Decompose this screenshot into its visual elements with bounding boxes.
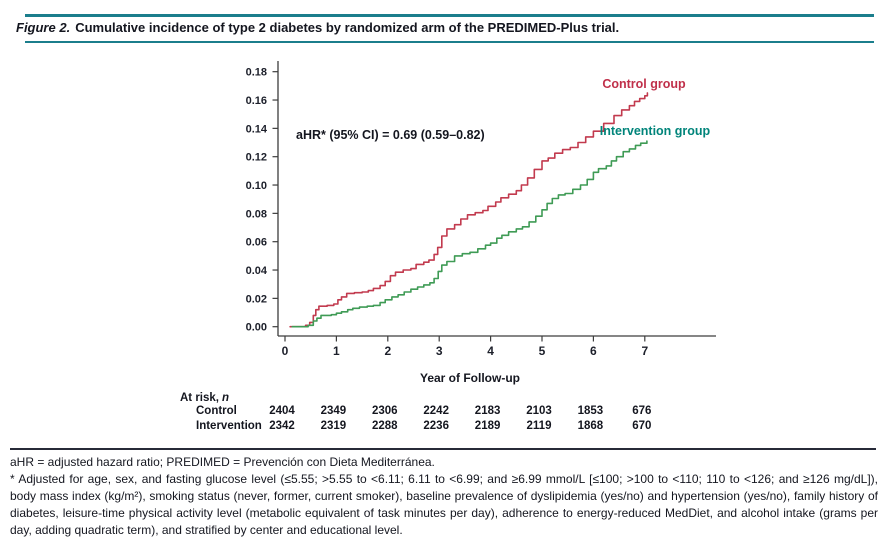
x-tick-label: 0 (282, 344, 289, 358)
x-tick-label: 6 (590, 344, 597, 358)
x-tick-label: 3 (436, 344, 443, 358)
at-risk-header: At risk, n (180, 392, 229, 404)
risk-cell: 1853 (577, 405, 604, 417)
risk-cell: 2103 (526, 405, 552, 417)
risk-cell: 2319 (320, 420, 347, 432)
footer-rule (10, 448, 876, 450)
risk-cell: 2342 (269, 420, 295, 432)
y-tick-label: 0.06 (246, 237, 267, 249)
y-tick-label: 0.16 (246, 95, 267, 107)
y-tick-label: 0.00 (246, 322, 267, 334)
x-tick-label: 7 (641, 344, 648, 358)
x-tick-label: 4 (487, 344, 494, 358)
figure-label: Figure 2. (16, 20, 71, 35)
figure-title: Figure 2. Cumulative incidence of type 2 … (16, 20, 619, 35)
title-top-rule (25, 14, 874, 17)
y-tick-label: 0.12 (246, 152, 267, 164)
risk-row-label-intervention: Intervention (196, 420, 262, 432)
risk-cell: 2236 (423, 420, 449, 432)
x-tick-label: 1 (333, 344, 340, 358)
footnote-abbreviations: aHR = adjusted hazard ratio; PREDIMED = … (10, 455, 435, 469)
risk-cell: 1868 (577, 420, 604, 432)
x-tick-label: 5 (539, 344, 546, 358)
y-tick-label: 0.02 (246, 293, 267, 305)
risk-cell: 2404 (269, 405, 295, 417)
control-group-curve (289, 92, 649, 328)
risk-row-label-control: Control (196, 405, 237, 417)
risk-cell: 2242 (423, 405, 449, 417)
footnote-adjustment: * Adjusted for age, sex, and fasting glu… (10, 472, 878, 537)
x-tick-label: 2 (384, 344, 391, 358)
y-tick-label: 0.04 (246, 265, 268, 277)
risk-cell: 2189 (474, 420, 501, 432)
control-group-label: Control group (602, 77, 686, 91)
at-risk-header-n: n (222, 392, 230, 404)
y-tick-label: 0.18 (246, 67, 267, 79)
title-bottom-rule (25, 41, 874, 43)
risk-cell: 2349 (320, 405, 347, 417)
risk-cell: 2119 (526, 420, 552, 432)
at-risk-header-text: At risk, (180, 392, 219, 404)
y-tick-label: 0.10 (246, 180, 267, 192)
risk-cell: 2183 (474, 405, 501, 417)
ahr-annotation: aHR* (95% CI) = 0.69 (0.59–0.82) (296, 128, 485, 142)
figure-caption: Cumulative incidence of type 2 diabetes … (75, 20, 620, 35)
risk-cell: 2306 (372, 405, 398, 417)
risk-cell: 2288 (372, 420, 398, 432)
y-tick-label: 0.14 (246, 123, 268, 135)
y-tick-label: 0.08 (246, 208, 267, 220)
risk-cell: 676 (632, 405, 652, 417)
intervention-group-label: Intervention group (599, 124, 711, 138)
risk-cell: 670 (632, 420, 652, 432)
intervention-group-curve (291, 140, 648, 328)
x-axis-title: Year of Follow-up (419, 371, 520, 385)
